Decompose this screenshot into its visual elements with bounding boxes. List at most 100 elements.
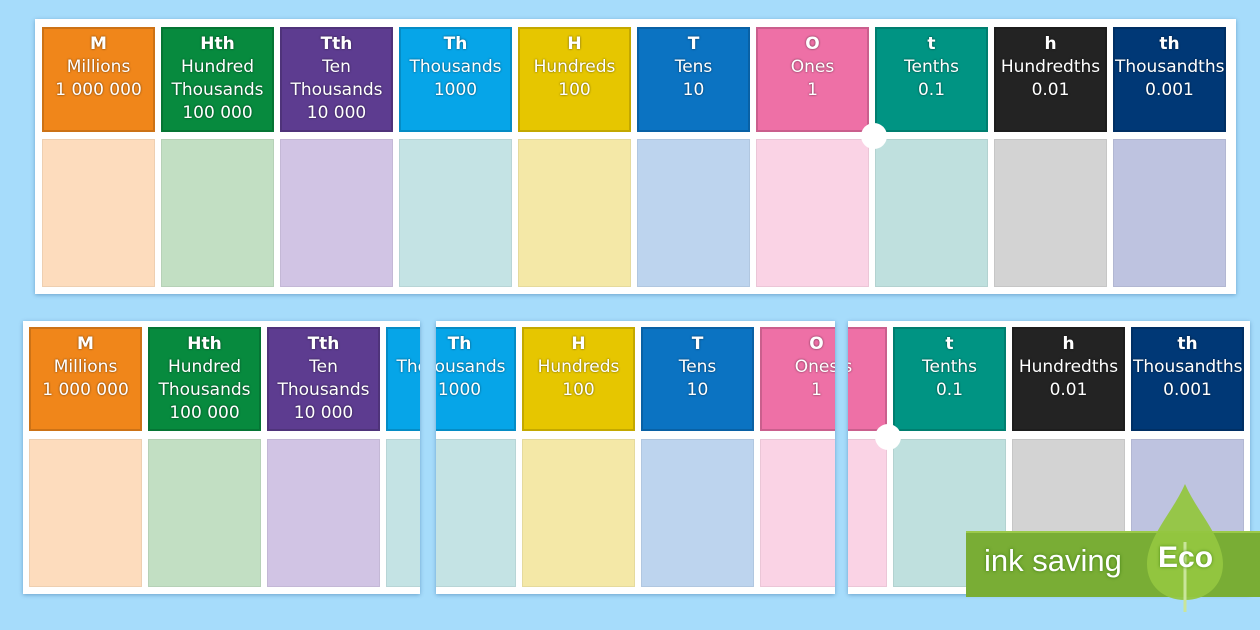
column-abbreviation: Tth [320, 34, 353, 54]
column-abbreviation: t [945, 334, 954, 354]
column-abbreviation: h [1044, 34, 1057, 54]
column-abbreviation: Th [388, 333, 420, 356]
leaf-icon [1147, 484, 1223, 612]
column-label-line: Hundred [168, 357, 241, 377]
column-label-line: 10 [682, 80, 705, 100]
column-label-line: 100 [562, 380, 595, 400]
column-label-line: 1 [811, 380, 822, 400]
column-entry-box[interactable] [875, 139, 988, 287]
column-header: h Hundredths 0.01 [1012, 327, 1125, 431]
column-label-line: Tens [678, 357, 717, 377]
column-header: t Tenths 0.1 [893, 327, 1006, 431]
column-abbreviation: th [1177, 334, 1198, 354]
column-header: T Tens 10 [637, 27, 750, 132]
column-label-line: Hundredths [1000, 57, 1101, 77]
column-label-line: 0.1 [935, 380, 964, 400]
column-entry-box[interactable] [641, 439, 754, 587]
column-abbreviation: O [805, 34, 820, 54]
column-abbreviation: M [90, 34, 107, 54]
column-label-line: Hundredths [1018, 357, 1119, 377]
column-entry-box[interactable] [148, 439, 261, 587]
column-abbreviation: Th [443, 34, 468, 54]
column-abbreviation: H [571, 334, 586, 354]
column-entry-box[interactable] [436, 439, 516, 587]
column-label-line: 1 000 000 [55, 80, 142, 100]
column-label-line: Thousands [396, 357, 420, 377]
column-header: M Millions 1 000 000 [29, 327, 142, 431]
column-label-line: Thousandths [1115, 57, 1225, 77]
column-entry-box[interactable] [280, 139, 393, 287]
column-label-line: 1000 [388, 379, 420, 402]
column-abbreviation: T [687, 34, 700, 54]
column-entry-box[interactable] [994, 139, 1107, 287]
column-label-line: 100 [558, 80, 591, 100]
column-entry-box[interactable] [161, 139, 274, 287]
column-entry-box[interactable] [637, 139, 750, 287]
column-header: Hth Hundred Thousands 100 000 [148, 327, 261, 431]
column-label-line: 100 000 [182, 103, 253, 123]
column-header: Tth Ten Thousands 10 000 [280, 27, 393, 132]
column-label-line: 1 [807, 80, 818, 100]
column-header: H Hundreds 100 [522, 327, 635, 431]
column-abbreviation: th [1159, 34, 1180, 54]
decimal-point-marker [861, 123, 887, 149]
column-abbreviation: h [1062, 334, 1075, 354]
column-label-line: Tenths [921, 357, 978, 377]
column-entry-box[interactable] [42, 139, 155, 287]
column-label-line: Tenths [903, 57, 960, 77]
column-header: Th Thousands 1000 [436, 327, 516, 431]
column-entry-box[interactable] [1113, 139, 1226, 287]
column-label-line: Millions [53, 357, 118, 377]
column-label-line: 1000 [437, 380, 482, 400]
column-abbreviation: Th [447, 334, 472, 354]
column-label-line: 1 000 000 [42, 380, 129, 400]
column-label-line: Thousands [436, 357, 506, 377]
column-header: O Ones 1 [756, 27, 869, 132]
column-label-line: Thousands [290, 80, 383, 100]
column-header: th Thousandths 0.001 [1113, 27, 1226, 132]
column-abbreviation: Tth [307, 334, 340, 354]
decimal-point-marker [875, 424, 901, 450]
column-abbreviation: O [809, 334, 824, 354]
column-header: Tth Ten Thousands 10 000 [267, 327, 380, 431]
column-entry-box[interactable] [29, 439, 142, 587]
column-label-line: Millions [66, 57, 131, 77]
column-header: Hth Hundred Thousands 100 000 [161, 27, 274, 132]
column-entry-box[interactable] [518, 139, 631, 287]
column-label-line: Hundreds [537, 357, 620, 377]
column-entry-box[interactable] [760, 439, 835, 587]
column-label-line: 0.001 [1163, 380, 1212, 400]
column-label-line: Ones [790, 57, 835, 77]
column-abbreviation: H [567, 34, 582, 54]
column-label-line: 0.01 [1049, 380, 1088, 400]
column-header: h Hundredths 0.01 [994, 27, 1107, 132]
column-abbreviation: Hth [200, 34, 235, 54]
eco-label: Eco [1158, 541, 1214, 574]
column-label-line: 0.01 [1031, 80, 1070, 100]
column-label-line: Ones [794, 357, 835, 377]
column-label-line: 1000 [433, 80, 478, 100]
column-label-line: Ten [309, 357, 338, 377]
column-label-line: 10 000 [293, 403, 354, 423]
column-label-line: 1 [848, 379, 885, 402]
column-label-line: 10 [686, 380, 709, 400]
column-entry-box[interactable] [267, 439, 380, 587]
column-header: H Hundreds 100 [518, 27, 631, 132]
column-entry-box[interactable] [399, 139, 512, 287]
column-header: M Millions 1 000 000 [42, 27, 155, 132]
column-header: T Tens 10 [641, 327, 754, 431]
column-abbreviation: t [927, 34, 936, 54]
column-header: th Thousandths 0.001 [1131, 327, 1244, 431]
column-entry-box[interactable] [522, 439, 635, 587]
column-entry-box[interactable] [756, 139, 869, 287]
column-label-line: Ones [848, 356, 885, 379]
column-entry-box[interactable] [848, 439, 887, 587]
column-label-line: Thousands [158, 380, 251, 400]
column-abbreviation: M [77, 334, 94, 354]
column-entry-box[interactable] [386, 439, 420, 587]
